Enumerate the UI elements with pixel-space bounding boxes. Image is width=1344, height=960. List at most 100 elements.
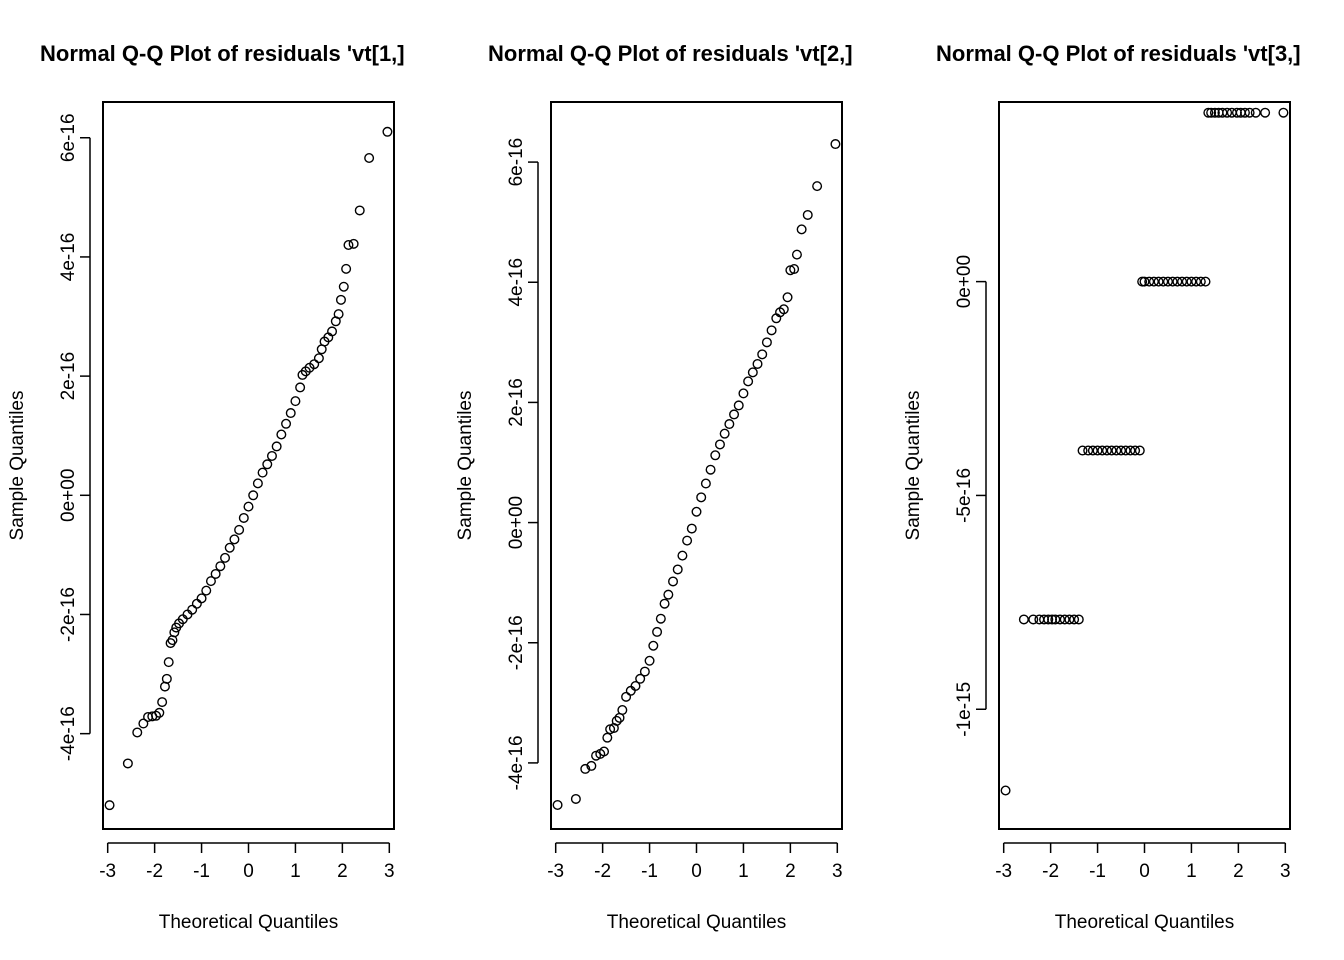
- data-point: [580, 763, 591, 774]
- x-tick-label: -2: [594, 861, 611, 882]
- data-point: [552, 799, 563, 810]
- data-point: [154, 707, 165, 718]
- x-tick-label: 0: [1139, 861, 1150, 882]
- y-tick-label: 2e-16: [58, 352, 79, 401]
- data-point: [313, 353, 324, 364]
- x-tick-label: 2: [337, 861, 348, 882]
- data-point: [639, 666, 650, 677]
- data-point: [1018, 614, 1029, 625]
- data-point: [1087, 445, 1098, 456]
- x-tick-label: 3: [1280, 861, 1291, 882]
- x-axis-label: Theoretical Quantiles: [607, 912, 787, 933]
- x-tick-label: -3: [99, 861, 116, 882]
- x-tick-label: 3: [384, 861, 395, 882]
- data-point: [1097, 445, 1108, 456]
- data-point: [1239, 107, 1250, 118]
- data-point: [1106, 445, 1117, 456]
- y-tick-label: -4e-16: [506, 735, 527, 790]
- data-point: [733, 400, 744, 411]
- x-tick-label: 1: [738, 861, 749, 882]
- y-tick-label: 6e-16: [58, 113, 79, 162]
- data-point: [364, 153, 375, 164]
- data-point: [1209, 107, 1220, 118]
- data-point: [338, 281, 349, 292]
- data-point: [1191, 276, 1202, 287]
- data-point: [1153, 276, 1164, 287]
- data-point: [1148, 276, 1159, 287]
- data-point: [1139, 276, 1150, 287]
- data-point: [335, 294, 346, 305]
- x-axis-label: Theoretical Quantiles: [1055, 912, 1235, 933]
- data-point: [201, 585, 212, 596]
- data-point: [1172, 276, 1183, 287]
- data-point: [1134, 445, 1145, 456]
- data-point: [1120, 445, 1131, 456]
- data-point: [714, 439, 725, 450]
- qq-panel-1: Normal Q-Q Plot of residuals 'vt[1,] -3 -2…: [7, 41, 405, 933]
- y-tick-label: -5e-16: [954, 468, 975, 523]
- data-point: [266, 450, 277, 461]
- data-point: [802, 209, 813, 220]
- y-axis-label: Sample Quantiles: [903, 391, 924, 541]
- data-point: [243, 501, 254, 512]
- data-point: [1043, 614, 1054, 625]
- data-point: [1000, 785, 1011, 796]
- data-point: [348, 238, 359, 249]
- data-point: [791, 249, 802, 260]
- data-point: [761, 337, 772, 348]
- data-point: [677, 550, 688, 561]
- data-point: [691, 506, 702, 517]
- y-tick-label: -2e-16: [58, 587, 79, 642]
- data-point: [1181, 276, 1192, 287]
- data-point: [752, 358, 763, 369]
- data-point: [1186, 276, 1197, 287]
- data-point: [276, 429, 287, 440]
- data-point: [234, 524, 245, 535]
- data-point: [1162, 276, 1173, 287]
- data-point: [248, 490, 259, 501]
- x-tick-label: 1: [290, 861, 301, 882]
- data-point: [724, 419, 735, 430]
- data-point: [686, 523, 697, 534]
- data-point: [672, 564, 683, 575]
- y-tick-label: -1e-15: [954, 682, 975, 737]
- y-tick-label: 0e+00: [954, 255, 975, 308]
- data-point: [187, 604, 198, 615]
- y-tick-label: 6e-16: [506, 138, 527, 187]
- y-tick-label: 4e-16: [58, 233, 79, 282]
- data-point: [652, 626, 663, 637]
- y-tick-label: 0e+00: [506, 496, 527, 549]
- y-tick-label: 0e+00: [58, 469, 79, 522]
- data-point: [682, 535, 693, 546]
- data-point: [295, 382, 306, 393]
- data-point: [789, 264, 800, 275]
- data-point: [262, 459, 273, 470]
- data-point: [163, 657, 174, 668]
- chart-title: Normal Q-Q Plot of residuals 'vt[3,]: [936, 41, 1301, 66]
- data-point: [1217, 107, 1228, 118]
- data-point: [766, 325, 777, 336]
- data-point: [586, 760, 597, 771]
- data-point: [182, 609, 193, 620]
- data-point: [700, 478, 711, 489]
- qq-panel-2: Normal Q-Q Plot of residuals 'vt[2,] -3 -2…: [455, 41, 853, 933]
- data-point: [602, 732, 613, 743]
- data-point: [205, 576, 216, 587]
- data-point: [138, 718, 149, 729]
- data-point: [782, 292, 793, 303]
- data-point: [252, 478, 263, 489]
- data-point: [1125, 445, 1136, 456]
- data-point: [1077, 445, 1088, 456]
- x-axis-label: Theoretical Quantiles: [159, 912, 339, 933]
- data-point: [343, 240, 354, 251]
- data-point: [743, 376, 754, 387]
- chart-title: Normal Q-Q Plot of residuals 'vt[1,]: [40, 41, 405, 66]
- chart-title: Normal Q-Q Plot of residuals 'vt[2,]: [488, 41, 853, 66]
- data-point: [621, 691, 632, 702]
- plot-frame: [998, 101, 1291, 830]
- y-tick-label: -4e-16: [58, 706, 79, 761]
- data-point: [215, 561, 226, 572]
- x-tick-label: -1: [1089, 861, 1106, 882]
- data-point: [1059, 614, 1070, 625]
